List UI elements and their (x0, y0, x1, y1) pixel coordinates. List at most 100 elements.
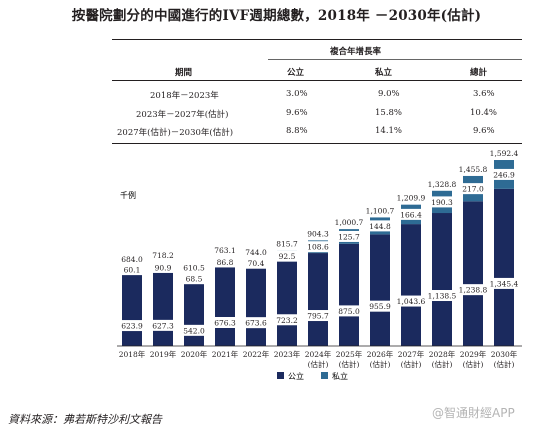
bar-label-private: 108.6 (307, 243, 329, 252)
bar-label-public: 1,238.8 (459, 286, 488, 295)
bar-label-private: 92.5 (279, 252, 296, 261)
bar-public (370, 234, 390, 346)
bar-label-private-bg (305, 241, 331, 253)
row-total: 10.4% (470, 108, 498, 118)
row-total: 3.6% (473, 89, 495, 99)
bar-public (401, 224, 421, 346)
bar-label-private-bg (214, 256, 236, 268)
bar-total-label: 744.0 (245, 248, 267, 257)
cagr-table: 複合年增長率 期間 公立 私立 總計 2018年－2023年 3.0% 9.0%… (0, 0, 553, 150)
bar-total-label: 1,592.4 (490, 150, 519, 158)
row-total: 9.6% (473, 126, 495, 136)
x-tick-label: (估計) (463, 359, 484, 369)
bar-label-public: 875.0 (338, 307, 360, 316)
bar-label-private: 125.7 (338, 232, 360, 241)
watermark: @智通財經APP (432, 406, 515, 420)
col-header-total: 總計 (470, 68, 488, 78)
bar-public (308, 253, 328, 346)
bar-public (494, 188, 514, 346)
row-private: 15.8% (375, 108, 403, 118)
legend-label-public: 公立 (288, 371, 304, 381)
bar-label-public-bg (367, 300, 393, 312)
row-public: 9.6% (286, 108, 308, 118)
row-public: 8.8% (286, 126, 308, 136)
cagr-group-header: 複合年增長率 (330, 47, 382, 57)
x-tick-labels: 2018年 2019年 2020年 2021年 2022年 2023年 2024年(估計)2… (119, 349, 518, 369)
bar-total-label: 610.5 (183, 264, 205, 273)
stacked-bar-chart: 千例 623.9 60.1 684.0 627.3 90.9 718.2 542.0 68.5… (117, 150, 522, 381)
x-tick-label: 2029年 (460, 349, 487, 359)
bar-total-label: 904.3 (307, 229, 329, 238)
bar-total-label: 1,209.9 (397, 194, 426, 203)
bar-label-public: 627.3 (152, 321, 174, 330)
x-tick-label: 2025年 (336, 349, 363, 359)
bar-label-public-bg (150, 319, 176, 331)
bars-layer: 623.9 60.1 684.0 627.3 90.9 718.2 542.0 68.5 610… (119, 150, 522, 346)
col-header-private: 私立 (375, 68, 393, 78)
bar-total-label: 684.0 (121, 255, 143, 264)
row-private: 14.1% (375, 126, 403, 136)
legend-swatch-public (277, 372, 284, 379)
bar-label-public: 1,043.6 (397, 297, 426, 306)
legend-label-private: 私立 (332, 371, 348, 381)
x-tick-label: 2023年 (274, 349, 301, 359)
bar-label-private-bg (245, 257, 267, 269)
group-header-rule (268, 59, 522, 60)
bar-label-private-bg (152, 261, 174, 273)
x-tick-label: 2019年 (150, 349, 177, 359)
bar-label-private-bg (460, 183, 486, 195)
bar-label-private: 68.5 (186, 275, 203, 284)
col-header-public: 公立 (287, 68, 305, 78)
bar-public (432, 213, 452, 346)
bar-label-private-bg (276, 250, 298, 262)
table-bottom-rule (112, 143, 522, 144)
row-private: 9.0% (378, 89, 400, 99)
bar-label-private: 90.9 (155, 263, 172, 272)
x-tick-label: 2020年 (181, 349, 208, 359)
legend: 公立 私立 (277, 371, 348, 381)
x-tick-label: (估計) (339, 359, 360, 369)
y-axis-unit-label: 千例 (120, 190, 136, 200)
bar-label-public-bg (336, 305, 362, 317)
x-tick-label: (估計) (370, 359, 391, 369)
bar-label-private-bg (491, 168, 517, 180)
table-top-rule (112, 39, 522, 40)
bar-label-public: 955.9 (369, 302, 391, 311)
bar-label-public-bg (393, 295, 429, 307)
bar-label-public: 676.3 (214, 319, 236, 328)
bar-label-public: 1,345.4 (490, 279, 519, 288)
bar-public (463, 201, 483, 346)
bar-label-public-bg (486, 277, 522, 289)
bar-label-private: 190.3 (431, 198, 453, 207)
bar-public (122, 273, 142, 346)
x-tick-label: (估計) (401, 359, 422, 369)
x-tick-label: 2021年 (212, 349, 239, 359)
bar-label-private-bg (398, 208, 424, 220)
header-rule (112, 80, 522, 81)
bar-label-public-bg (455, 284, 491, 296)
row-public: 3.0% (286, 89, 308, 99)
bar-label-public: 623.9 (121, 322, 143, 331)
bar-label-private-bg (336, 230, 362, 242)
bar-label-public-bg (212, 317, 238, 329)
bar-total-label: 1,328.8 (428, 180, 457, 189)
bar-label-private: 70.4 (248, 259, 265, 268)
bar-label-private: 144.8 (369, 222, 391, 231)
bar-total-label: 1,100.7 (366, 206, 395, 215)
bar-label-public-bg (243, 317, 269, 329)
bar-label-public: 795.7 (307, 312, 329, 321)
bar-label-private-bg (183, 273, 205, 285)
x-tick-label: (估計) (494, 359, 515, 369)
legend-swatch-private (321, 372, 328, 379)
bar-public (184, 282, 204, 346)
bar-public (339, 243, 359, 346)
bar-label-public-bg (424, 290, 460, 302)
x-tick-label: 2026年 (367, 349, 394, 359)
source-footnote: 資料來源：弗若斯特沙利文報告 (8, 413, 162, 426)
bar-public (215, 267, 235, 346)
bar-label-private-bg (121, 264, 143, 276)
bar-label-public: 723.2 (276, 316, 298, 325)
bar-label-private: 60.1 (124, 266, 141, 275)
bar-label-private-bg (367, 220, 393, 232)
x-tick-label: 2030年 (491, 349, 518, 359)
